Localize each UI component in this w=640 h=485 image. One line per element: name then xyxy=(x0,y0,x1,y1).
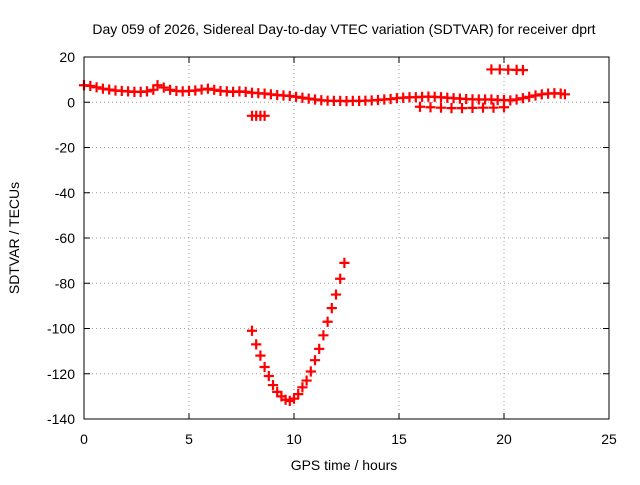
data-point xyxy=(511,94,522,105)
data-point xyxy=(435,102,447,113)
plot-border xyxy=(83,56,610,420)
y-tick-label: -40 xyxy=(55,185,75,201)
data-series xyxy=(486,64,528,76)
grid-lines xyxy=(84,57,609,419)
data-point xyxy=(517,65,528,76)
axis-tick-labels: 0 5 10 15 20 25 -140 -120 -100 -80 -60 -40 -20 0 20 xyxy=(47,49,617,447)
data-point xyxy=(314,343,325,354)
data-point xyxy=(259,361,270,373)
data-point xyxy=(322,316,333,327)
data-point xyxy=(425,102,436,113)
y-tick-label: 0 xyxy=(67,94,75,110)
data-point xyxy=(85,80,96,92)
data-point xyxy=(259,110,270,121)
data-point xyxy=(446,103,457,114)
data-point xyxy=(309,355,321,366)
data-point xyxy=(91,82,102,93)
data-point xyxy=(530,90,541,101)
y-tick-label: -100 xyxy=(47,321,75,337)
data-point xyxy=(494,64,505,75)
data-point xyxy=(288,393,300,404)
data-point xyxy=(467,102,478,114)
data-point xyxy=(305,366,316,377)
data-point xyxy=(263,370,274,382)
data-series xyxy=(246,110,270,121)
data-point xyxy=(152,80,163,91)
y-tick-label: -20 xyxy=(55,140,75,156)
y-tick-label: -80 xyxy=(55,275,75,291)
x-tick-label: 10 xyxy=(286,431,302,447)
y-tick-label: 20 xyxy=(59,49,75,65)
data-point xyxy=(503,64,514,75)
data-point xyxy=(517,93,528,104)
data-point xyxy=(335,273,346,284)
y-tick-label: -120 xyxy=(47,366,75,382)
data-point xyxy=(280,394,291,405)
data-point xyxy=(209,84,220,95)
data-point xyxy=(297,382,308,393)
chart-title: Day 059 of 2026, Sidereal Day-to-day VTE… xyxy=(92,21,595,37)
data-series xyxy=(78,80,570,107)
data-point xyxy=(456,103,468,114)
data-point xyxy=(488,102,499,113)
data-point xyxy=(267,379,279,391)
data-series-layer xyxy=(78,64,570,406)
x-tick-label: 5 xyxy=(185,431,193,447)
y-tick-label: -60 xyxy=(55,230,75,246)
x-axis-label: GPS time / hours xyxy=(291,457,398,473)
data-point xyxy=(293,389,304,400)
data-point xyxy=(524,91,535,102)
data-point xyxy=(158,82,169,93)
x-tick-label: 15 xyxy=(391,431,407,447)
data-point xyxy=(251,339,262,350)
data-point xyxy=(141,86,153,97)
data-point xyxy=(559,89,570,100)
y-axis-label: SDTVAR / TECUs xyxy=(6,182,22,294)
data-point xyxy=(272,386,283,397)
data-series xyxy=(246,257,350,406)
data-point xyxy=(255,350,266,361)
data-point xyxy=(202,83,213,94)
data-point xyxy=(330,289,342,300)
x-tick-label: 0 xyxy=(80,431,88,447)
data-series xyxy=(414,101,510,114)
data-point xyxy=(301,375,312,386)
data-point xyxy=(326,303,337,314)
data-point xyxy=(414,101,426,112)
data-point xyxy=(165,84,176,95)
data-point xyxy=(246,325,258,336)
data-point xyxy=(486,64,497,75)
x-tick-label: 25 xyxy=(601,431,617,447)
data-point xyxy=(339,257,350,268)
x-tick-label: 20 xyxy=(496,431,512,447)
data-point xyxy=(148,84,159,95)
data-point xyxy=(318,330,329,341)
data-point xyxy=(498,102,510,113)
y-tick-label: -140 xyxy=(47,411,75,427)
data-point xyxy=(477,102,489,113)
